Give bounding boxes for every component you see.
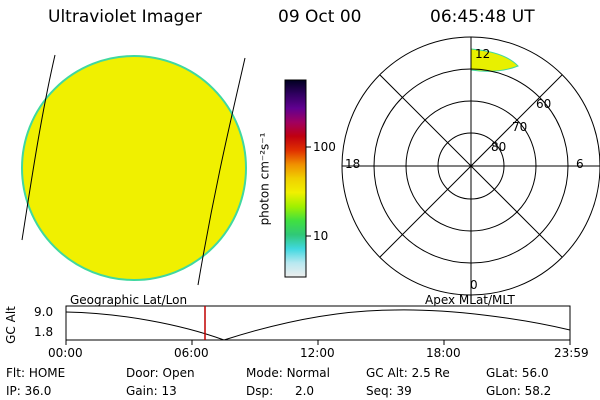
uv-image: [21, 54, 247, 286]
geo-lon-line-right: [197, 57, 246, 286]
altitude-frame: [65, 305, 571, 341]
mlt-label-18: 18: [345, 157, 361, 171]
altitude-plot: [65, 305, 571, 345]
lat-label-60: 60: [536, 97, 552, 111]
mlt-label-12: 12: [475, 47, 491, 61]
status-gain: Gain: 13: [126, 384, 177, 398]
instrument-title: Ultraviolet Imager: [48, 7, 202, 27]
mlt-label-6: 6: [576, 157, 584, 171]
altitude-curve: [65, 309, 571, 341]
colorbar: [284, 79, 311, 278]
colorbar-tick-10: 10: [313, 229, 329, 243]
status-glat: GLat: 56.0: [486, 366, 549, 380]
time-label: 06:45:48 UT: [430, 7, 535, 27]
status-ip: IP: 36.0: [6, 384, 52, 398]
colorbar-tick-100: 100: [313, 140, 336, 154]
altitude-xtick-0000: 00:00: [48, 346, 83, 360]
status-seq: Seq: 39: [366, 384, 412, 398]
altitude-xtick-0600: 06:00: [174, 346, 209, 360]
geo-frame-label: Geographic Lat/Lon: [70, 293, 188, 307]
altitude-xtick-2359: 23:59: [554, 346, 589, 360]
status-dsp: Dsp: 2.0: [246, 384, 315, 398]
lat-label-80: 80: [491, 140, 507, 154]
auroral-patch: [470, 48, 519, 72]
status-flt: Flt: HOME: [6, 366, 66, 380]
uv-disk: [21, 55, 247, 281]
polar-plot: [341, 36, 600, 296]
lat-label-70: 70: [512, 120, 528, 134]
colorbar-gradient: [284, 79, 307, 278]
geo-lon-line-left: [21, 54, 56, 241]
altitude-xtick-1800: 18:00: [426, 346, 461, 360]
altitude-ylabel: GC Alt: [3, 306, 18, 344]
status-door: Door: Open: [126, 366, 195, 380]
status-mode: Mode: Normal: [246, 366, 330, 380]
apex-frame-label: Apex MLat/MLT: [425, 293, 515, 307]
status-gc-alt: GC Alt: 2.5 Re: [366, 366, 450, 380]
date-label: 09 Oct 00: [278, 7, 362, 27]
altitude-ytick-1-8: 1.8: [34, 325, 54, 339]
mlt-label-0: 0: [470, 278, 478, 292]
colorbar-unit-label: photon cm⁻²s⁻¹: [257, 132, 272, 226]
status-glon: GLon: 58.2: [486, 384, 552, 398]
altitude-xtick-1200: 12:00: [300, 346, 335, 360]
altitude-ytick-9: 9.0: [34, 305, 54, 319]
